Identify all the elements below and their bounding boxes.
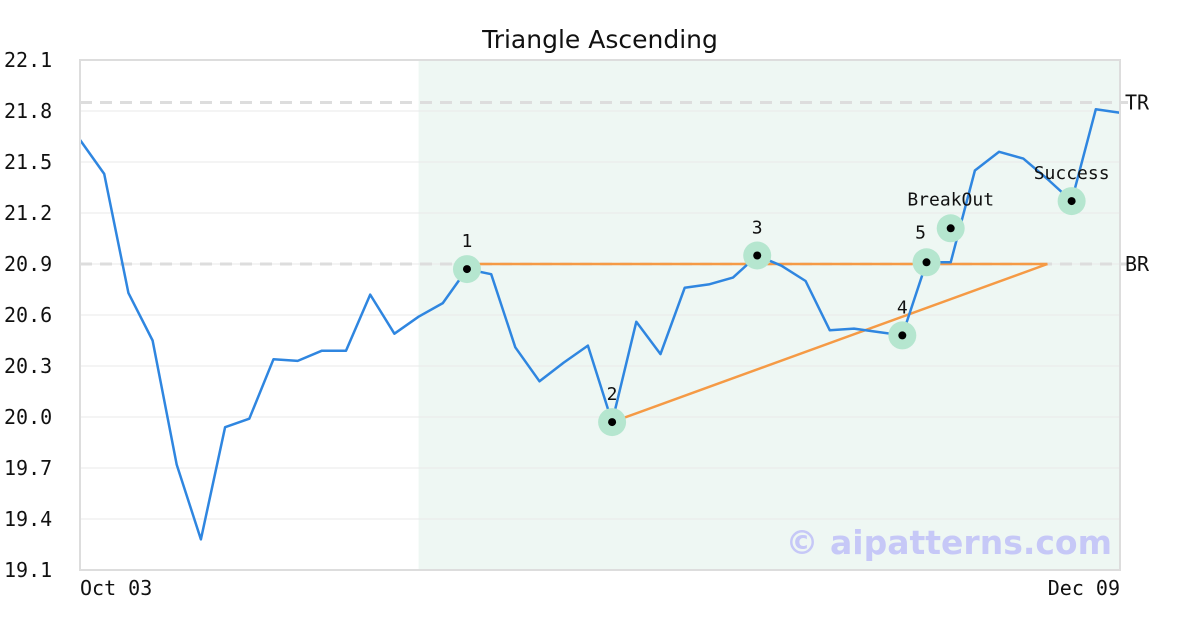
pattern-point-dot — [462, 265, 471, 274]
y-tick-label: 19.1 — [4, 558, 52, 582]
pattern-point-label: Success — [1034, 163, 1110, 184]
y-tick-label: 20.0 — [4, 405, 52, 429]
y-tick-label: 20.6 — [4, 303, 52, 327]
pattern-points-layer: 1 2 3 4 5 BreakOut Success — [452, 163, 1110, 437]
pattern-point-label: 5 — [915, 222, 926, 243]
pattern-point-label: 4 — [897, 297, 908, 318]
series-layer — [78, 108, 1121, 541]
pattern-point-dot — [608, 418, 617, 427]
reference-label-br: BR — [1125, 252, 1150, 276]
pattern-point-dot — [898, 331, 907, 340]
pattern-point-dot — [922, 258, 931, 267]
plot-frame — [79, 59, 1121, 571]
reference-label-tr: TR — [1125, 91, 1150, 115]
pattern-point-label: 3 — [752, 218, 763, 239]
pattern-point-label: BreakOut — [907, 189, 994, 210]
pattern-point-label: 2 — [607, 384, 618, 405]
pattern-point-dot — [753, 251, 762, 260]
price-series-line — [78, 108, 1121, 541]
x-tick-label: Dec 09 — [1048, 576, 1120, 600]
chart-title: Triangle Ascending — [481, 25, 718, 54]
trend-line — [611, 262, 1048, 424]
y-tick-label: 20.3 — [4, 354, 52, 378]
y-tick-label: 19.7 — [4, 456, 52, 480]
y-tick-label: 21.2 — [4, 201, 52, 225]
y-tick-label: 19.4 — [4, 507, 52, 531]
pattern-point-dot — [1067, 197, 1076, 206]
x-tick-label: Oct 03 — [80, 576, 152, 600]
x-axis-tick-labels: Oct 03 Dec 09 — [80, 576, 1120, 600]
y-axis-tick-labels: 22.1 21.8 21.5 21.2 20.9 20.6 20.3 20.0 19.7 19.4… — [4, 48, 52, 582]
watermark: © aipatterns.com — [786, 523, 1112, 562]
y-tick-label: 22.1 — [4, 48, 52, 72]
pattern-point-dot — [946, 224, 955, 233]
pattern-point-label: 1 — [462, 231, 473, 252]
y-tick-label: 21.8 — [4, 99, 52, 123]
y-tick-label: 20.9 — [4, 252, 52, 276]
y-tick-label: 21.5 — [4, 150, 52, 174]
